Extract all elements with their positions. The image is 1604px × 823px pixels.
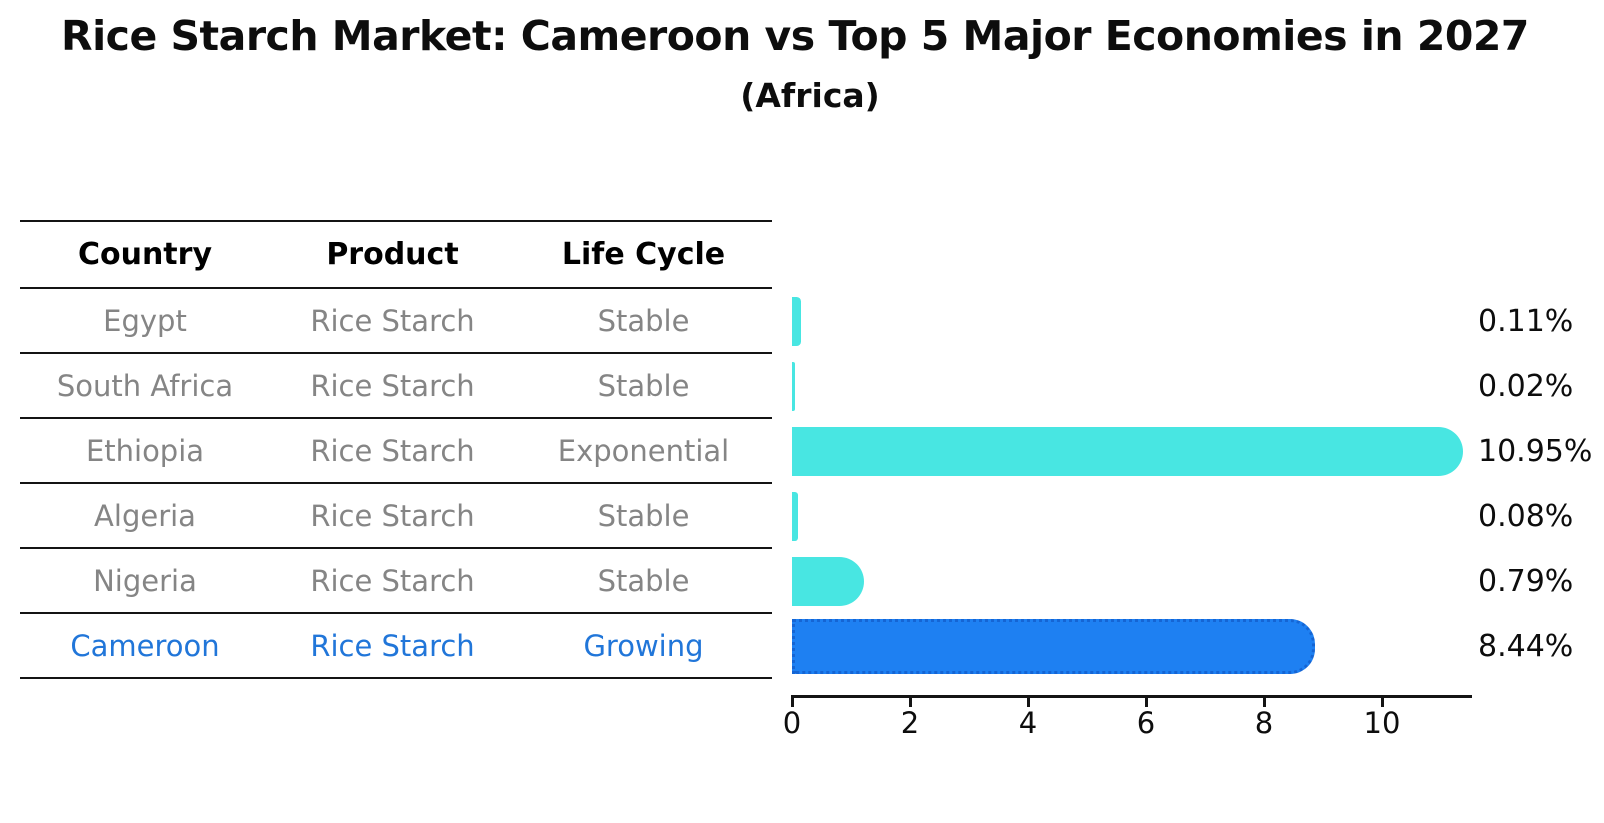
value-label-egypt: 0.11% (1478, 304, 1574, 339)
x-tick-mark-0 (790, 698, 794, 707)
table-row-ethiopia: Ethiopia Rice Starch Exponential (20, 419, 772, 484)
column-header-country: Country (77, 237, 213, 272)
cell-product-ethiopia: Rice Starch (310, 433, 475, 468)
cell-product-nigeria: Rice Starch (310, 563, 475, 598)
bar-algeria (792, 492, 799, 541)
x-tick-mark-2 (908, 698, 912, 707)
table-header-row: Country Product Life Cycle (20, 220, 772, 289)
table-row-algeria: Algeria Rice Starch Stable (20, 484, 772, 549)
cell-product-algeria: Rice Starch (310, 498, 475, 533)
cell-life-cycle-nigeria: Stable (597, 563, 690, 598)
x-tick-label-6: 6 (1136, 706, 1156, 740)
table-row-cameroon: Cameroon Rice Starch Growing (20, 614, 772, 679)
x-axis-line (791, 695, 1472, 698)
value-label-south-africa: 0.02% (1478, 369, 1574, 404)
table-row-nigeria: Nigeria Rice Starch Stable (20, 549, 772, 614)
bar-ethiopia (792, 427, 1464, 476)
chart-subtitle: (Africa) (740, 76, 880, 115)
cell-country-algeria: Algeria (94, 498, 196, 533)
cell-country-nigeria: Nigeria (93, 563, 197, 598)
cell-life-cycle-egypt: Stable (597, 303, 690, 338)
value-label-ethiopia: 10.95% (1478, 434, 1593, 469)
x-tick-mark-8 (1262, 698, 1266, 707)
cell-product-south-africa: Rice Starch (310, 368, 475, 403)
x-tick-mark-6 (1144, 698, 1148, 707)
table-row-egypt: Egypt Rice Starch Stable (20, 289, 772, 354)
cell-country-south-africa: South Africa (56, 368, 234, 403)
chart-title: Rice Starch Market: Cameroon vs Top 5 Ma… (61, 12, 1529, 60)
cell-country-ethiopia: Ethiopia (85, 433, 205, 468)
cell-life-cycle-south-africa: Stable (597, 368, 690, 403)
x-tick-label-10: 10 (1363, 706, 1401, 740)
bar-nigeria (792, 557, 864, 606)
value-label-algeria: 0.08% (1478, 499, 1574, 534)
x-tick-label-4: 4 (1018, 706, 1038, 740)
bar-egypt (792, 297, 801, 346)
cell-life-cycle-cameroon: Growing (583, 628, 704, 663)
value-label-nigeria: 0.79% (1478, 564, 1574, 599)
bar-cameroon (792, 619, 1315, 674)
cell-life-cycle-algeria: Stable (597, 498, 690, 533)
column-header-life-cycle: Life Cycle (561, 237, 726, 272)
table-body: Egypt Rice Starch Stable South Africa Rice S… (20, 289, 772, 679)
summary-table: Country Product Life Cycle Egypt Rice Sta… (20, 220, 772, 679)
bar-south-africa (792, 362, 795, 411)
column-header-product: Product (326, 237, 459, 272)
value-label-cameroon: 8.44% (1478, 629, 1574, 664)
table-row-south-africa: South Africa Rice Starch Stable (20, 354, 772, 419)
cell-product-cameroon: Rice Starch (310, 628, 475, 663)
x-tick-label-8: 8 (1254, 706, 1274, 740)
cell-life-cycle-ethiopia: Exponential (557, 433, 730, 468)
cell-country-cameroon: Cameroon (70, 628, 220, 663)
x-tick-mark-10 (1380, 698, 1384, 707)
x-tick-label-2: 2 (900, 706, 920, 740)
x-tick-label-0: 0 (782, 706, 802, 740)
cell-product-egypt: Rice Starch (310, 303, 475, 338)
x-tick-mark-4 (1026, 698, 1030, 707)
cell-country-egypt: Egypt (103, 303, 187, 338)
